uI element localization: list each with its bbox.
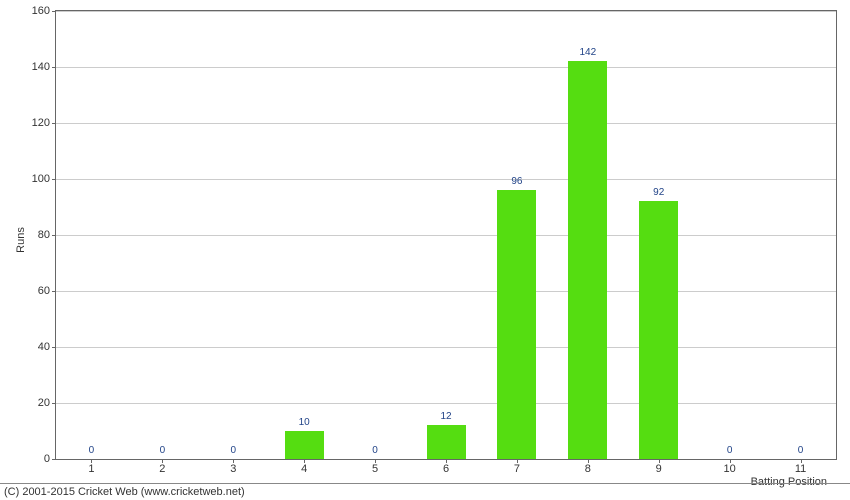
x-tick-label: 3 xyxy=(230,459,236,475)
gridline xyxy=(56,123,836,124)
chart-container: 0204060801001201401600102031040512696714… xyxy=(0,0,850,500)
gridline xyxy=(56,291,836,292)
bar xyxy=(639,201,678,459)
bar xyxy=(568,61,607,459)
gridline xyxy=(56,67,836,68)
y-tick-label: 100 xyxy=(32,173,56,185)
x-tick-label: 6 xyxy=(443,459,449,475)
y-axis-label: Runs xyxy=(15,227,27,253)
bar-value-label: 0 xyxy=(727,445,733,456)
bar-value-label: 0 xyxy=(798,445,804,456)
bar xyxy=(497,190,536,459)
x-tick-label: 5 xyxy=(372,459,378,475)
bar-value-label: 0 xyxy=(89,445,95,456)
bar-value-label: 142 xyxy=(579,47,596,58)
bar-value-label: 10 xyxy=(299,417,310,428)
bar xyxy=(427,425,466,459)
y-tick-label: 160 xyxy=(32,5,56,17)
x-tick-label: 7 xyxy=(514,459,520,475)
y-tick-label: 40 xyxy=(38,341,56,353)
x-tick-label: 11 xyxy=(795,459,806,475)
y-tick-label: 20 xyxy=(38,397,56,409)
bar-value-label: 92 xyxy=(653,187,664,198)
bar-value-label: 12 xyxy=(440,411,451,422)
x-tick-label: 4 xyxy=(301,459,307,475)
x-tick-label: 10 xyxy=(724,459,736,475)
gridline xyxy=(56,11,836,12)
y-tick-label: 80 xyxy=(38,229,56,241)
bar-value-label: 0 xyxy=(230,445,236,456)
bar-value-label: 0 xyxy=(160,445,166,456)
y-tick-label: 0 xyxy=(44,453,56,465)
x-tick-label: 9 xyxy=(656,459,662,475)
plot-area: 0204060801001201401600102031040512696714… xyxy=(55,10,837,460)
bar-value-label: 0 xyxy=(372,445,378,456)
gridline xyxy=(56,235,836,236)
x-tick-label: 1 xyxy=(88,459,94,475)
x-tick-label: 2 xyxy=(159,459,165,475)
y-tick-label: 120 xyxy=(32,117,56,129)
y-tick-label: 60 xyxy=(38,285,56,297)
x-tick-label: 8 xyxy=(585,459,591,475)
bar xyxy=(285,431,324,459)
gridline xyxy=(56,179,836,180)
copyright-text: (C) 2001-2015 Cricket Web (www.cricketwe… xyxy=(0,483,850,500)
bar-value-label: 96 xyxy=(511,176,522,187)
y-tick-label: 140 xyxy=(32,61,56,73)
gridline xyxy=(56,403,836,404)
gridline xyxy=(56,347,836,348)
